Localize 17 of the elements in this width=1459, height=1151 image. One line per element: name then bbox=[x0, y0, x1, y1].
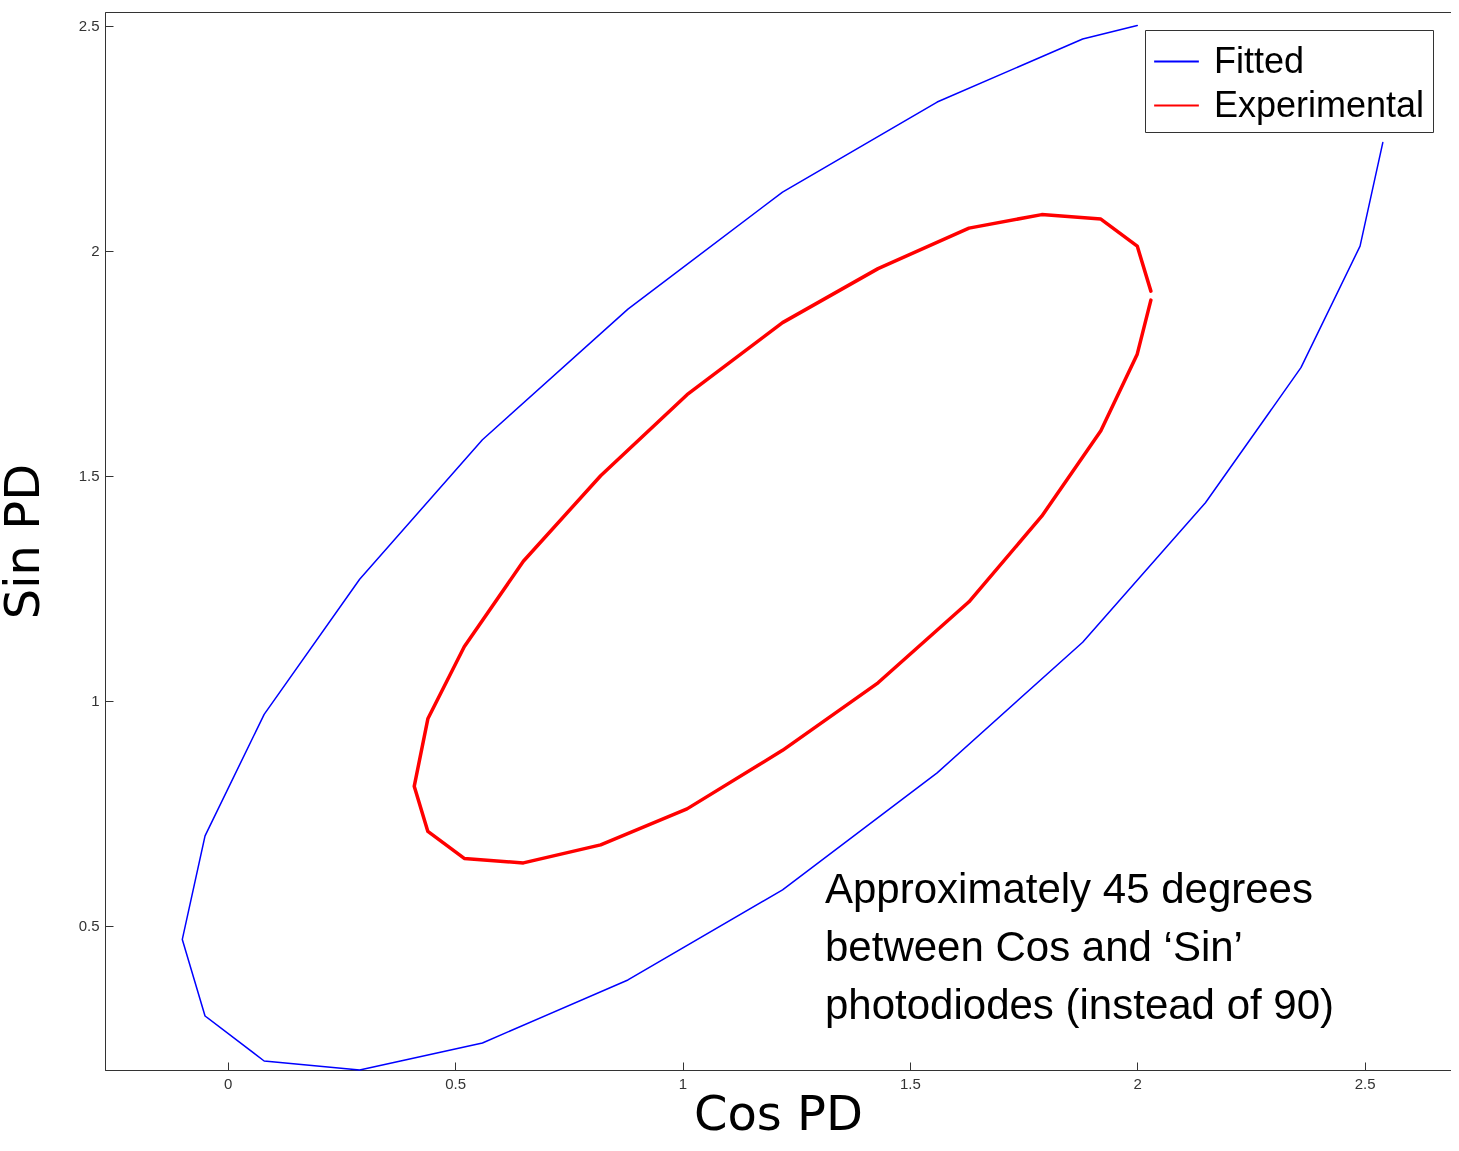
x-tick-label: 0.5 bbox=[445, 1074, 467, 1092]
y-tick-label: 2.5 bbox=[78, 17, 100, 35]
x-tick-label: 1 bbox=[678, 1074, 688, 1092]
y-tick-label: 1 bbox=[91, 692, 100, 710]
x-tick-label: 2.5 bbox=[1354, 1074, 1376, 1092]
y-tick-label: 1.5 bbox=[78, 467, 100, 485]
legend-label: Fitted bbox=[1214, 39, 1305, 81]
x-axis-title: Cos PD bbox=[693, 1084, 864, 1141]
x-tick-label: 2 bbox=[1133, 1074, 1142, 1092]
annotation: Approximately 45 degrees between Cos and ‘Sin’ photodiodes (instead of 90) bbox=[825, 865, 1335, 1028]
y-tick-label: 0.5 bbox=[78, 917, 100, 935]
y-axis-title: Sin PD bbox=[0, 463, 50, 620]
x-tick-label: 0 bbox=[224, 1074, 233, 1092]
y-tick-label: 2 bbox=[91, 242, 100, 260]
x-tick-label: 1.5 bbox=[899, 1074, 921, 1092]
legend-label: Experimental bbox=[1214, 83, 1425, 125]
line-series bbox=[412, 212, 1153, 865]
